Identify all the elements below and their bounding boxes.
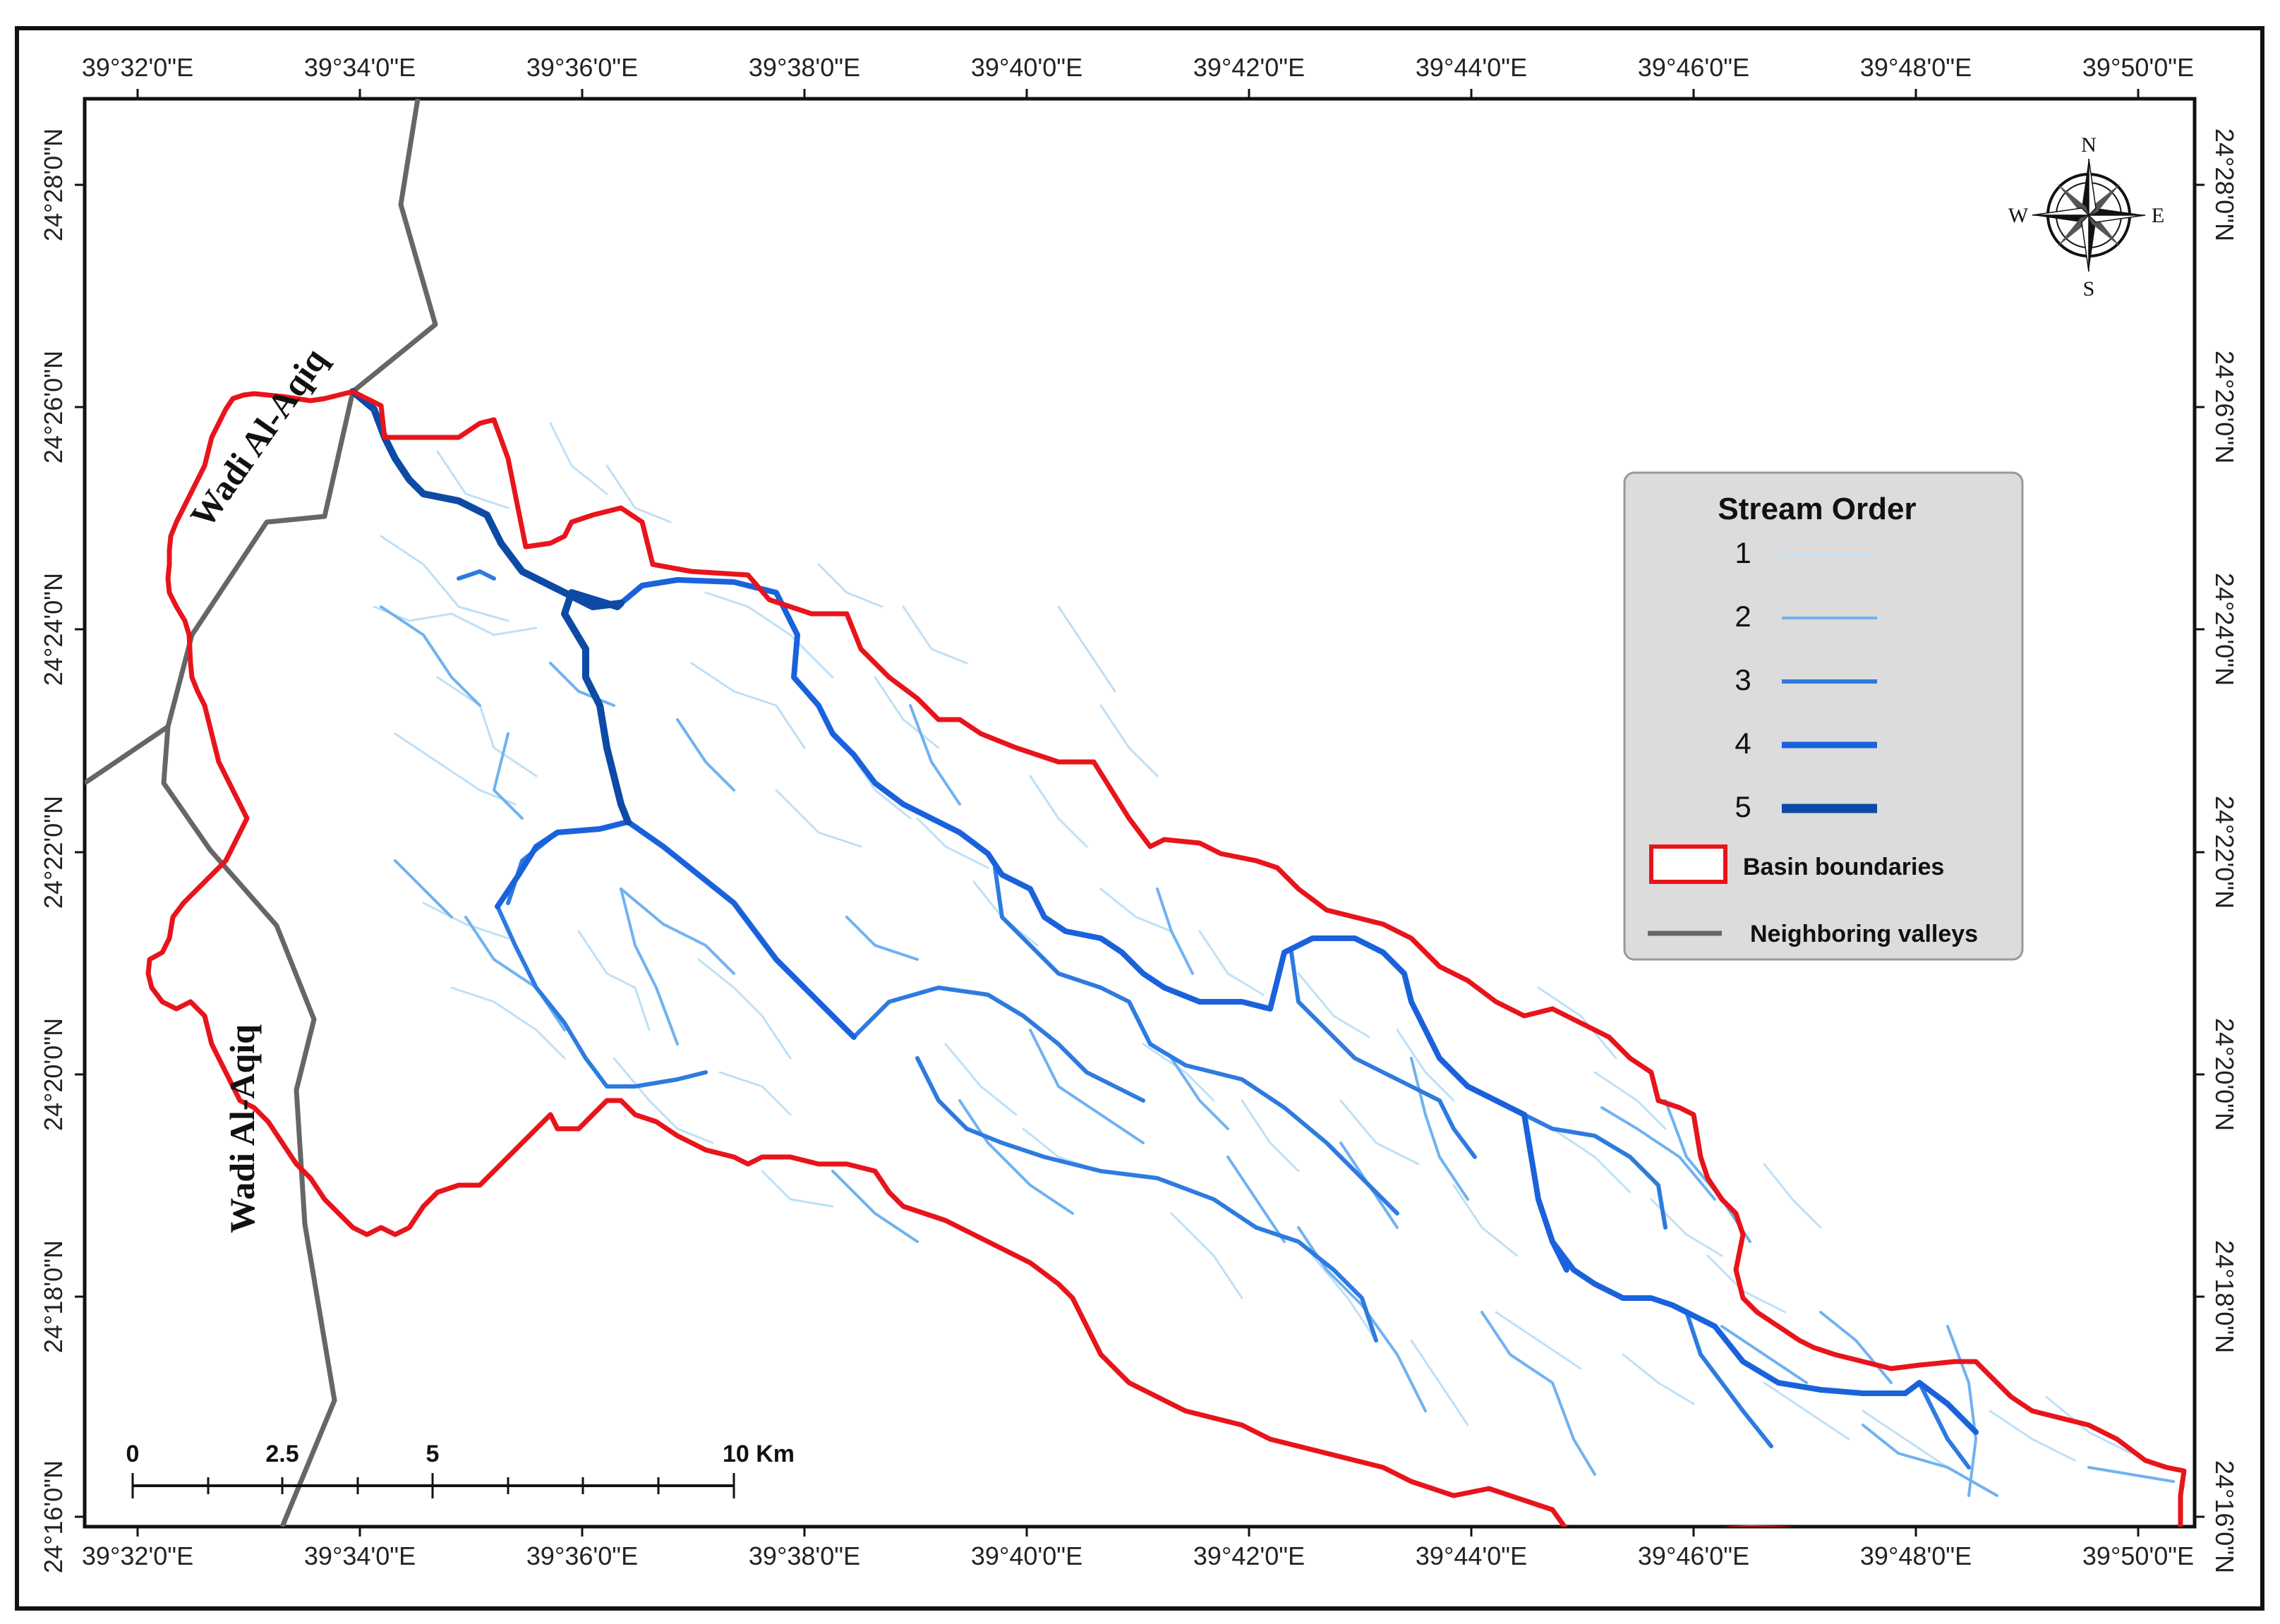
lon-label: 39°46'0"E [1638, 1541, 1749, 1570]
legend-box [1623, 471, 2024, 961]
graticule-ticks [75, 89, 2204, 1537]
lat-label: 24°26'0"N [39, 351, 68, 463]
streams-order-2 [380, 605, 2175, 1497]
legend-basin-swatch [1649, 844, 1727, 884]
valley-line-north [85, 99, 438, 785]
streams-order-4 [495, 577, 1979, 1435]
compass-icon: N S E W [2008, 133, 2164, 301]
lat-label: 24°18'0"N [39, 1240, 68, 1353]
legend-order-label: 2 [1735, 600, 1751, 633]
lat-label: 24°24'0"N [39, 573, 68, 686]
lat-label: 24°26'0"N [2210, 351, 2239, 463]
legend-title: Stream Order [1718, 492, 1916, 526]
lat-label: 24°16'0"N [39, 1460, 68, 1573]
compass-w: W [2008, 204, 2029, 227]
scale-label-0: 0 [126, 1441, 140, 1467]
lat-label: 24°18'0"N [2210, 1240, 2239, 1353]
legend-order-label: 3 [1735, 663, 1751, 696]
legend-order-label: 5 [1735, 790, 1751, 823]
longitude-labels-bottom: 39°32'0"E 39°34'0"E 39°36'0"E 39°38'0"E … [82, 1541, 2194, 1570]
lon-label: 39°50'0"E [2082, 1541, 2194, 1570]
lat-label: 24°28'0"N [2210, 128, 2239, 241]
compass-n: N [2081, 133, 2097, 157]
lat-label: 24°16'0"N [2210, 1460, 2239, 1573]
lon-label: 39°32'0"E [82, 53, 193, 82]
lon-label: 39°44'0"E [1416, 53, 1527, 82]
legend: Stream Order 1 2 3 4 5 Basin boundaries … [1623, 471, 2024, 961]
lon-label: 39°46'0"E [1638, 53, 1749, 82]
basin-boundary [145, 389, 2187, 1527]
lon-label: 39°44'0"E [1416, 1541, 1527, 1570]
lon-label: 39°38'0"E [749, 53, 860, 82]
lon-label: 39°50'0"E [2082, 53, 2194, 82]
latitude-labels-left: 24°28'0"N 24°26'0"N 24°24'0"N 24°22'0"N … [39, 128, 68, 1573]
valley-line-south [161, 726, 337, 1527]
lat-label: 24°24'0"N [2210, 573, 2239, 686]
lon-label: 39°38'0"E [749, 1541, 860, 1570]
lon-label: 39°32'0"E [82, 1541, 193, 1570]
lon-label: 39°34'0"E [304, 53, 416, 82]
lon-label: 39°34'0"E [304, 1541, 416, 1570]
legend-basin-label: Basin boundaries [1743, 854, 1944, 880]
compass-s: S [2083, 277, 2095, 301]
lon-label: 39°36'0"E [526, 1541, 638, 1570]
lat-label: 24°22'0"N [39, 796, 68, 909]
scale-label-2-5: 2.5 [265, 1441, 298, 1467]
streams-order-5 [349, 388, 632, 825]
legend-order-label: 1 [1735, 536, 1751, 569]
lon-label: 39°48'0"E [1860, 53, 1972, 82]
lon-label: 39°36'0"E [526, 53, 638, 82]
latitude-labels-right: 24°28'0"N 24°26'0"N 24°24'0"N 24°22'0"N … [2210, 128, 2239, 1573]
lat-label: 24°28'0"N [39, 128, 68, 241]
compass-e: E [2152, 204, 2164, 227]
lon-label: 39°42'0"E [1193, 1541, 1305, 1570]
lat-label: 24°20'0"N [2210, 1018, 2239, 1131]
lon-label: 39°40'0"E [971, 53, 1082, 82]
legend-order-label: 4 [1735, 727, 1751, 760]
lon-label: 39°48'0"E [1860, 1541, 1972, 1570]
longitude-labels-top: 39°32'0"E 39°34'0"E 39°36'0"E 39°38'0"E … [82, 53, 2194, 82]
lon-label: 39°42'0"E [1193, 53, 1305, 82]
lon-label: 39°40'0"E [971, 1541, 1082, 1570]
neighboring-valleys [85, 99, 438, 1527]
lat-label: 24°20'0"N [39, 1018, 68, 1131]
scale-label-5: 5 [426, 1441, 440, 1467]
legend-valley-label: Neighboring valleys [1750, 921, 1978, 947]
scale-label-10: 10 Km [723, 1441, 795, 1467]
scale-bar: 0 2.5 5 10 Km [126, 1441, 795, 1498]
valley-label-south: Wadi Al-Aqiq [222, 1024, 262, 1233]
lat-label: 24°22'0"N [2210, 796, 2239, 909]
